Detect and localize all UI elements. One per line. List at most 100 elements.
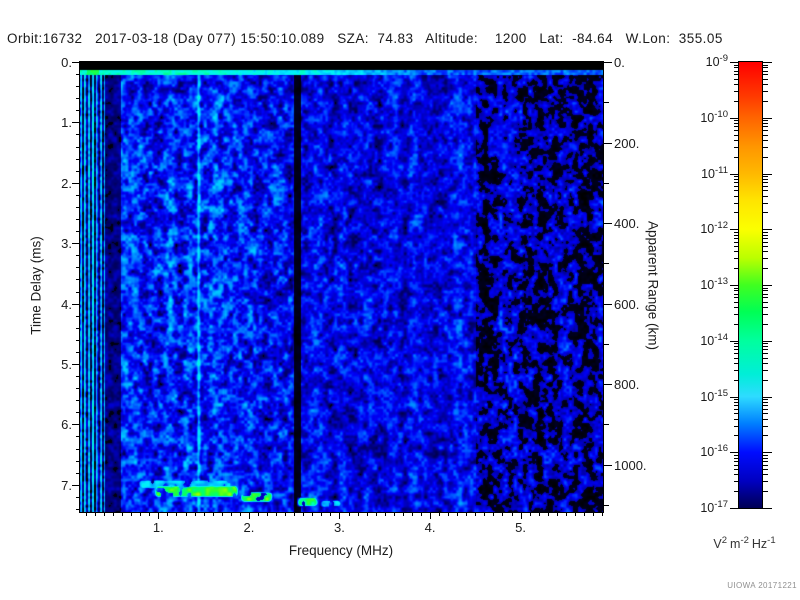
y-left-tick xyxy=(75,291,80,293)
spectrogram-plot xyxy=(80,62,603,512)
x-axis-tick xyxy=(556,512,558,516)
colorbar-minor-tick-right xyxy=(763,84,768,86)
colorbar-minor-tick-right xyxy=(763,323,768,325)
y-axis-label-left: Time Delay (ms) xyxy=(28,236,44,335)
y-left-tick xyxy=(75,170,80,172)
colorbar-minor-tick-left xyxy=(734,405,739,407)
colorbar-minor-tick-right xyxy=(763,74,768,76)
y-left-tick xyxy=(72,364,80,365)
y-left-tick xyxy=(75,460,80,462)
colorbar-minor-tick-right xyxy=(763,401,768,403)
x-axis-tick xyxy=(583,512,585,516)
colorbar-minor-tick-left xyxy=(734,379,739,381)
colorbar-minor-tick-left xyxy=(734,246,739,248)
colorbar-minor-tick-left xyxy=(734,176,739,178)
colorbar-minor-tick-right xyxy=(763,464,768,466)
colorbar-minor-tick-left xyxy=(734,78,739,80)
x-axis-tick xyxy=(547,512,549,516)
colorbar-minor-tick-left xyxy=(734,74,739,76)
colorbar-minor-tick-right xyxy=(763,237,768,239)
colorbar-minor-tick-right xyxy=(763,297,768,299)
colorbar-tick-label: 10-10 xyxy=(700,108,728,125)
colorbar-major-tick-left xyxy=(730,285,739,286)
x-axis-tick xyxy=(366,512,368,516)
colorbar-minor-tick-right xyxy=(763,126,768,128)
y-right-tick xyxy=(604,303,612,305)
colorbar xyxy=(738,61,763,509)
x-axis-tick xyxy=(475,512,477,516)
x-axis-tick xyxy=(122,512,124,516)
colorbar-minor-tick-right xyxy=(763,64,768,66)
colorbar-major-tick-left xyxy=(730,117,739,119)
x-axis-tick xyxy=(185,512,187,516)
colorbar-major-tick-left xyxy=(730,62,739,63)
x-axis-tick xyxy=(194,512,196,516)
colorbar-minor-tick-right xyxy=(763,301,768,303)
colorbar-major-tick-right xyxy=(763,340,772,342)
colorbar-major-tick-right xyxy=(763,62,772,63)
colorbar-minor-tick-right xyxy=(763,202,768,204)
colorbar-minor-tick-right xyxy=(763,178,768,180)
y-left-tick xyxy=(75,231,80,233)
colorbar-minor-tick-left xyxy=(734,241,739,243)
colorbar-minor-tick-left xyxy=(734,202,739,204)
y-right-tick xyxy=(604,182,609,184)
y-left-tick xyxy=(75,194,80,196)
colorbar-minor-tick-left xyxy=(734,287,739,289)
x-axis-tick xyxy=(357,512,359,516)
colorbar-minor-tick-right xyxy=(763,353,768,355)
x-axis-tick xyxy=(511,512,513,516)
y-left-tick-label: 4. xyxy=(61,296,72,312)
y-right-tick xyxy=(604,343,609,345)
colorbar-minor-tick-right xyxy=(763,307,768,309)
colorbar-minor-tick-right xyxy=(763,369,768,371)
colorbar-minor-tick-left xyxy=(734,130,739,132)
colorbar-minor-tick-right xyxy=(763,349,768,351)
colorbar-minor-tick-left xyxy=(734,357,739,359)
colorbar-minor-tick-left xyxy=(734,293,739,295)
y-left-tick-label: 1. xyxy=(61,115,72,131)
colorbar-minor-tick-left xyxy=(734,251,739,253)
colorbar-minor-tick-right xyxy=(763,405,768,407)
x-axis-tick xyxy=(285,512,287,516)
colorbar-minor-tick-left xyxy=(734,323,739,325)
colorbar-minor-tick-left xyxy=(734,182,739,184)
y-left-tick xyxy=(75,219,80,221)
x-axis-tick xyxy=(85,512,87,516)
colorbar-minor-tick-right xyxy=(763,156,768,158)
colorbar-minor-tick-right xyxy=(763,268,768,270)
x-axis-tick xyxy=(484,512,486,516)
y-left-tick xyxy=(75,206,80,208)
y-left-tick xyxy=(75,351,80,353)
colorbar-minor-tick-right xyxy=(763,212,768,214)
x-axis-label: Frequency (MHz) xyxy=(288,543,394,558)
colorbar-minor-tick-left xyxy=(734,212,739,214)
colorbar-minor-tick-left xyxy=(734,195,739,197)
y-right-tick xyxy=(604,223,612,225)
colorbar-minor-tick-left xyxy=(734,408,739,410)
colorbar-major-tick-left xyxy=(730,340,739,342)
colorbar-minor-tick-left xyxy=(734,146,739,148)
x-axis-tick xyxy=(176,512,178,516)
x-axis-tick xyxy=(393,512,395,516)
colorbar-minor-tick-left xyxy=(734,156,739,158)
colorbar-minor-tick-left xyxy=(734,307,739,309)
colorbar-minor-tick-right xyxy=(763,182,768,184)
y-left-tick xyxy=(75,448,80,450)
colorbar-minor-tick-right xyxy=(763,139,768,141)
y-left-tick xyxy=(75,496,80,498)
x-axis-tick xyxy=(402,512,404,516)
x-axis-tick xyxy=(457,512,459,516)
x-axis-tick xyxy=(411,512,413,516)
colorbar-major-tick-right xyxy=(763,508,772,509)
y-right-tick-label: 200. xyxy=(614,135,640,151)
colorbar-minor-tick-right xyxy=(763,435,768,437)
colorbar-minor-tick-right xyxy=(763,251,768,253)
colorbar-minor-tick-left xyxy=(734,460,739,462)
colorbar-minor-tick-left xyxy=(734,457,739,459)
colorbar-minor-tick-left xyxy=(734,474,739,476)
colorbar-minor-tick-left xyxy=(734,362,739,364)
x-axis-tick xyxy=(384,512,386,516)
y-right-tick xyxy=(604,142,612,144)
x-axis-tick xyxy=(321,512,323,516)
